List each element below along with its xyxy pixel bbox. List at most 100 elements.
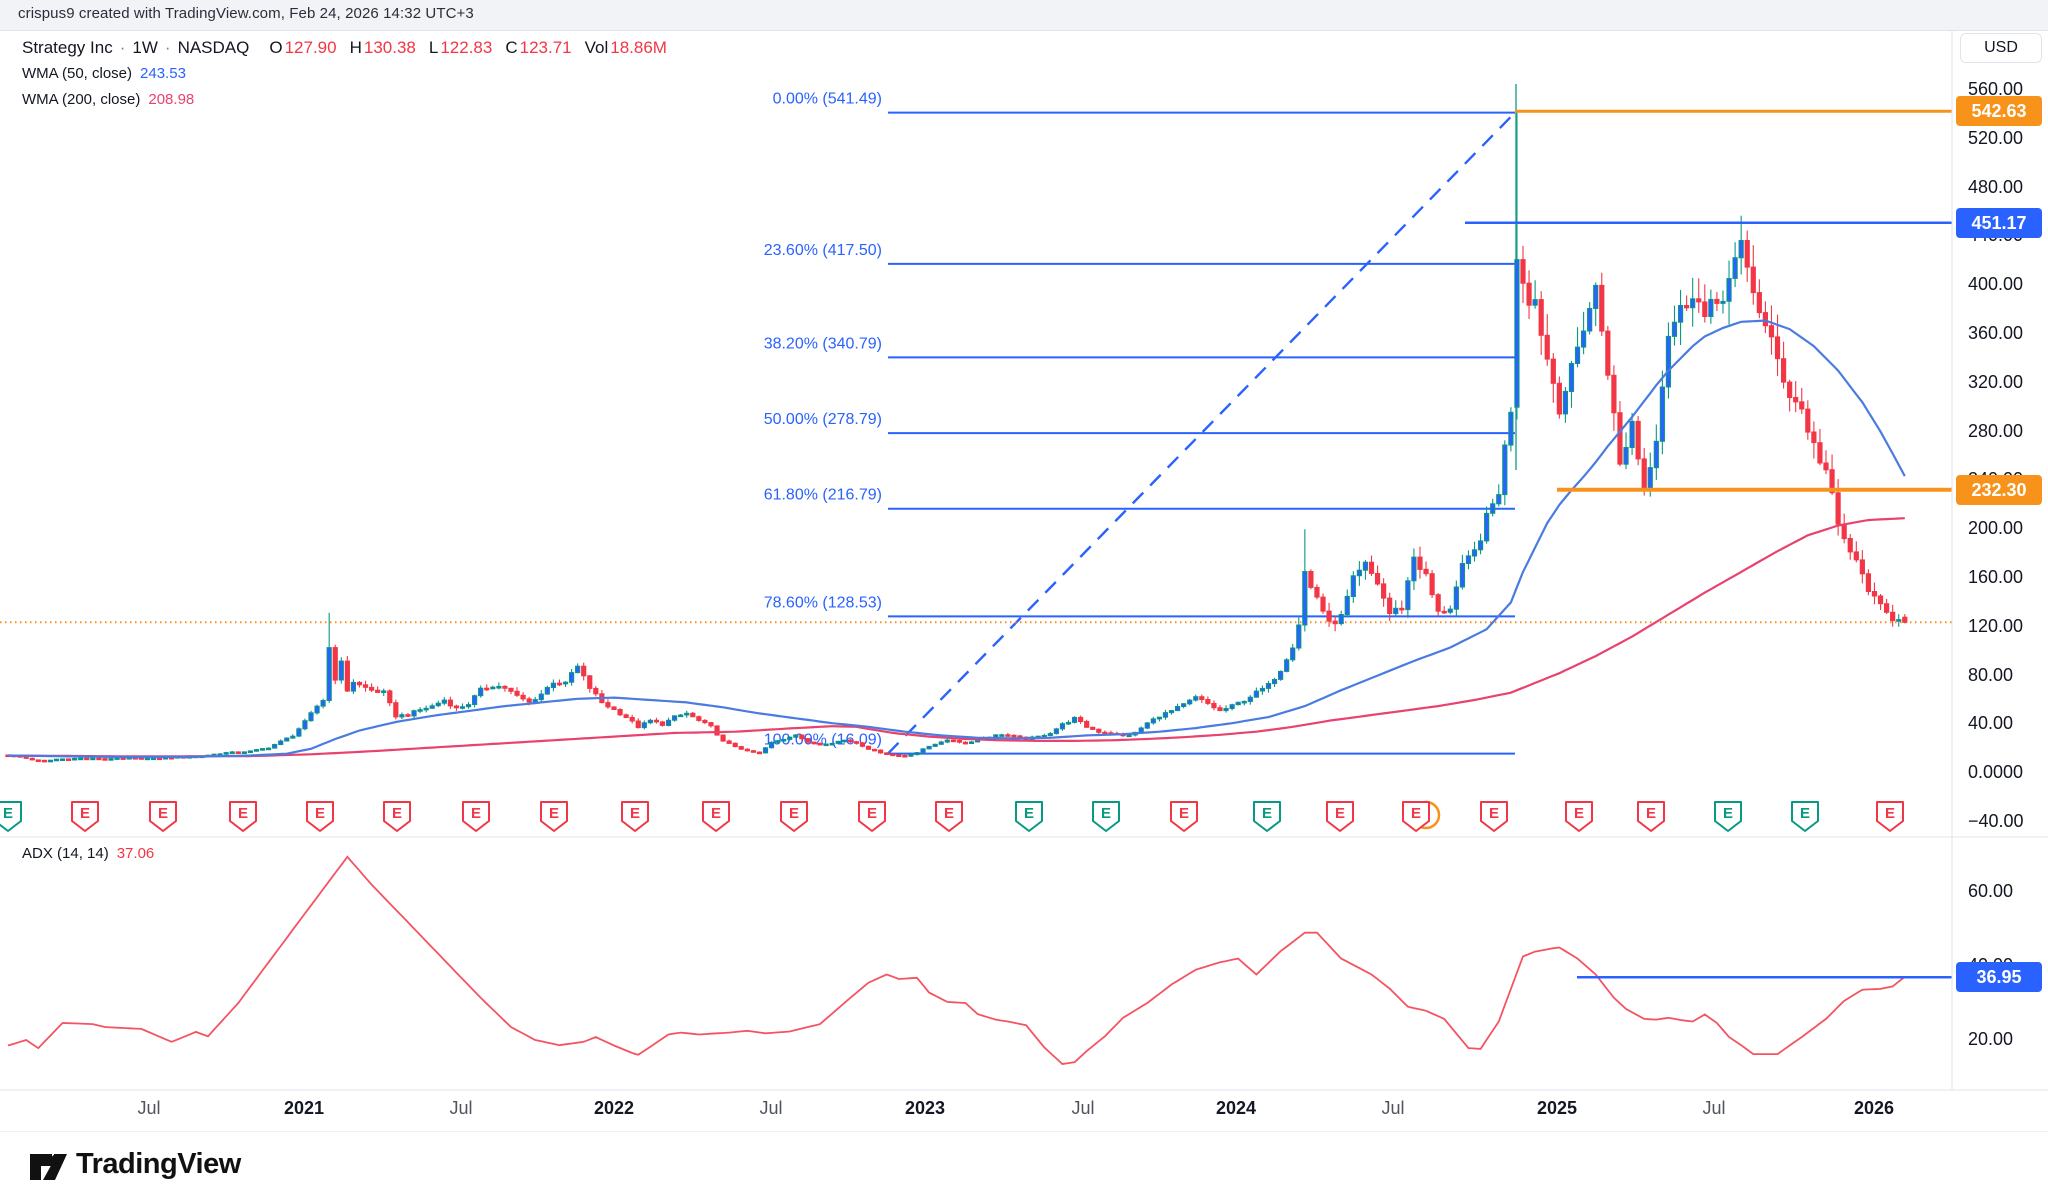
candle (320, 698, 326, 709)
wma-50-line[interactable] (7, 319, 1906, 759)
earnings-badge[interactable]: E (540, 801, 568, 832)
wma-200-line[interactable] (7, 517, 1905, 758)
earnings-badge[interactable]: E (1015, 801, 1043, 832)
time-axis-label-2026[interactable]: 2026 (1853, 1098, 1895, 1118)
earnings-badge[interactable]: E (935, 801, 963, 832)
earnings-badge[interactable]: E (1092, 801, 1120, 832)
candle (841, 739, 847, 743)
price-axis-tick[interactable]: 40.00 (1968, 713, 2014, 734)
symbol-row[interactable]: Strategy Inc · 1W · NASDAQ O 127.90 H 130.38 L 122… (22, 36, 667, 60)
candle (72, 757, 78, 761)
currency-toggle-button[interactable]: USD (1960, 33, 2042, 63)
time-axis-label-Jul[interactable]: Jul (759, 1098, 783, 1118)
earnings-badge[interactable]: E (1253, 801, 1281, 832)
candle (1368, 555, 1375, 577)
candle (787, 736, 793, 741)
candle (393, 699, 399, 720)
earnings-badge[interactable]: E (1402, 800, 1441, 832)
candlestick-series[interactable] (5, 110, 1908, 763)
time-axis-label-2023[interactable]: 2023 (904, 1098, 946, 1118)
candle (599, 690, 605, 704)
chart-canvas[interactable]: 0.00% (541.49) 23.60% (417.50) 38.20% (340… (0, 0, 2048, 1132)
price-axis-tick[interactable]: 160.00 (1968, 567, 2024, 587)
candle (1065, 720, 1072, 725)
price-axis-tick[interactable]: 320.00 (1968, 371, 2024, 392)
fibonacci-retracement[interactable]: 0.00% (541.49) 23.60% (417.50) 38.20% (340… (764, 91, 1515, 755)
price-axis-tick[interactable]: 400.00 (1968, 274, 2024, 295)
time-axis-label-2025[interactable]: 2025 (1536, 1098, 1578, 1118)
candle (726, 739, 732, 744)
price-axis-tick[interactable]: 200.00 (1968, 518, 2024, 539)
time-axis-label-2022[interactable]: 2022 (593, 1098, 635, 1118)
earnings-badge[interactable]: E (1170, 801, 1198, 832)
time-axis-label-2021[interactable]: 2021 (283, 1098, 325, 1118)
earnings-badge[interactable]: E (306, 801, 334, 832)
time-axis-label-Jul[interactable]: Jul (1702, 1098, 1726, 1118)
earnings-badge[interactable]: E (0, 801, 22, 832)
earnings-letter: E (238, 805, 248, 822)
candle (896, 754, 902, 758)
earnings-badge[interactable]: E (1326, 801, 1354, 832)
candle (1574, 327, 1581, 368)
earnings-badge[interactable]: E (1565, 801, 1593, 832)
price-axis-tick[interactable]: 80.00 (1968, 664, 2014, 685)
time-axis-label-Jul[interactable]: Jul (449, 1098, 473, 1118)
tradingview-logo-icon[interactable] (28, 1146, 68, 1186)
candle (1538, 291, 1544, 355)
candle (1290, 644, 1296, 662)
price-axis-tick[interactable]: 360.00 (1968, 323, 2024, 343)
earnings-badge[interactable]: E (229, 801, 257, 832)
earnings-shield-icon (1480, 801, 1508, 832)
earnings-badge[interactable]: E (71, 801, 99, 832)
price-axis-tick[interactable]: −40.00 (1968, 811, 2024, 831)
earnings-badge[interactable]: E (621, 801, 649, 832)
time-axis-label-Jul[interactable]: Jul (137, 1098, 161, 1118)
earnings-badge[interactable]: E (383, 801, 411, 832)
adx-axis-tick[interactable]: 60.00 (1968, 881, 2014, 901)
price-axis-tick[interactable]: 480.00 (1968, 176, 2024, 197)
earnings-badge[interactable]: E (1480, 801, 1508, 832)
earnings-badge[interactable]: E (149, 801, 177, 832)
earnings-badge[interactable]: E (1791, 801, 1819, 832)
earnings-shield-icon (0, 801, 22, 832)
price-axis-tick[interactable]: 280.00 (1968, 420, 2024, 441)
time-axis-label-2024[interactable]: 2024 (1215, 1098, 1257, 1118)
earnings-badge[interactable]: E (858, 801, 886, 832)
price-badge-232.30: 232.30 (1956, 474, 2042, 505)
adx-line[interactable] (7, 855, 1906, 1065)
wma50-legend-row[interactable]: WMA (50, close) 243.53 (22, 62, 667, 86)
candle (1381, 578, 1387, 607)
candle (1865, 569, 1872, 596)
earnings-letter: E (789, 805, 799, 822)
earnings-badge[interactable]: E (1637, 801, 1665, 832)
candle (653, 717, 660, 724)
candle (1326, 602, 1332, 627)
candle (641, 720, 647, 730)
tradingview-brand-text[interactable]: TradingView (76, 1148, 241, 1180)
candle (362, 680, 369, 692)
candle (375, 686, 381, 693)
wma200-legend-row[interactable]: WMA (200, close) 208.98 (22, 88, 667, 112)
earnings-badge[interactable]: E (702, 801, 730, 832)
candle (1229, 703, 1235, 711)
candle (1011, 734, 1017, 738)
main-series-legend[interactable]: Strategy Inc · 1W · NASDAQ O 127.90 H 130.38 L 122… (22, 36, 667, 112)
adx-legend-row[interactable]: ADX (14, 14) 37.06 (22, 845, 154, 862)
candle (35, 759, 41, 763)
time-axis-label-Jul[interactable]: Jul (1071, 1098, 1095, 1118)
price-axis-tick[interactable]: 120.00 (1968, 615, 2024, 636)
earnings-badge[interactable]: E (462, 801, 490, 832)
price-axis-tick[interactable]: 560.00 (1968, 79, 2024, 99)
earnings-badge[interactable]: E (1876, 801, 1904, 832)
earnings-badge[interactable]: E (780, 801, 808, 832)
candle (629, 714, 635, 724)
time-axis-label-Jul[interactable]: Jul (1381, 1098, 1405, 1118)
price-axis-tick[interactable]: 0.0000 (1968, 762, 2024, 783)
earnings-letter: E (944, 805, 954, 822)
candle (1399, 600, 1405, 615)
adx-axis-tick[interactable]: 20.00 (1968, 1029, 2014, 1049)
earnings-badge[interactable]: E (1714, 801, 1742, 832)
candle (1871, 582, 1878, 605)
price-axis-tick[interactable]: 520.00 (1968, 127, 2024, 148)
